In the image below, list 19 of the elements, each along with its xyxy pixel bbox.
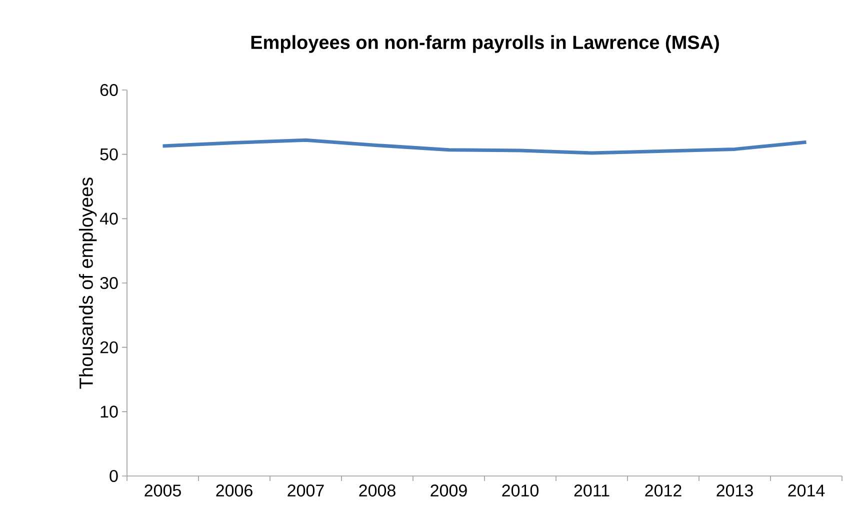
y-tick-label: 60 — [100, 84, 118, 96]
x-tick-label: 2006 — [216, 484, 252, 497]
x-tick-label: 2013 — [716, 484, 753, 497]
x-tick-label: 2008 — [359, 484, 396, 497]
x-tick-label: 2010 — [502, 484, 538, 497]
x-tick-label: 2014 — [788, 484, 825, 497]
y-tick-label: 0 — [110, 470, 118, 482]
x-tick-label: 2007 — [288, 484, 324, 497]
y-tick-label: 50 — [100, 148, 118, 160]
x-tick-label: 2012 — [645, 484, 682, 497]
x-tick-label: 2011 — [574, 484, 610, 497]
x-tick-label: 2009 — [430, 484, 467, 497]
y-axis-title: Thousands of employees — [78, 178, 97, 389]
y-tick-label: 20 — [100, 341, 118, 354]
y-tick-label: 30 — [100, 276, 118, 290]
y-tick-label: 10 — [100, 406, 118, 418]
x-tick-label: 2005 — [144, 484, 181, 497]
y-tick-label: 40 — [100, 212, 118, 225]
chart-title: Employees on non-farm payrolls in Lawrence (MSA) — [251, 35, 719, 53]
